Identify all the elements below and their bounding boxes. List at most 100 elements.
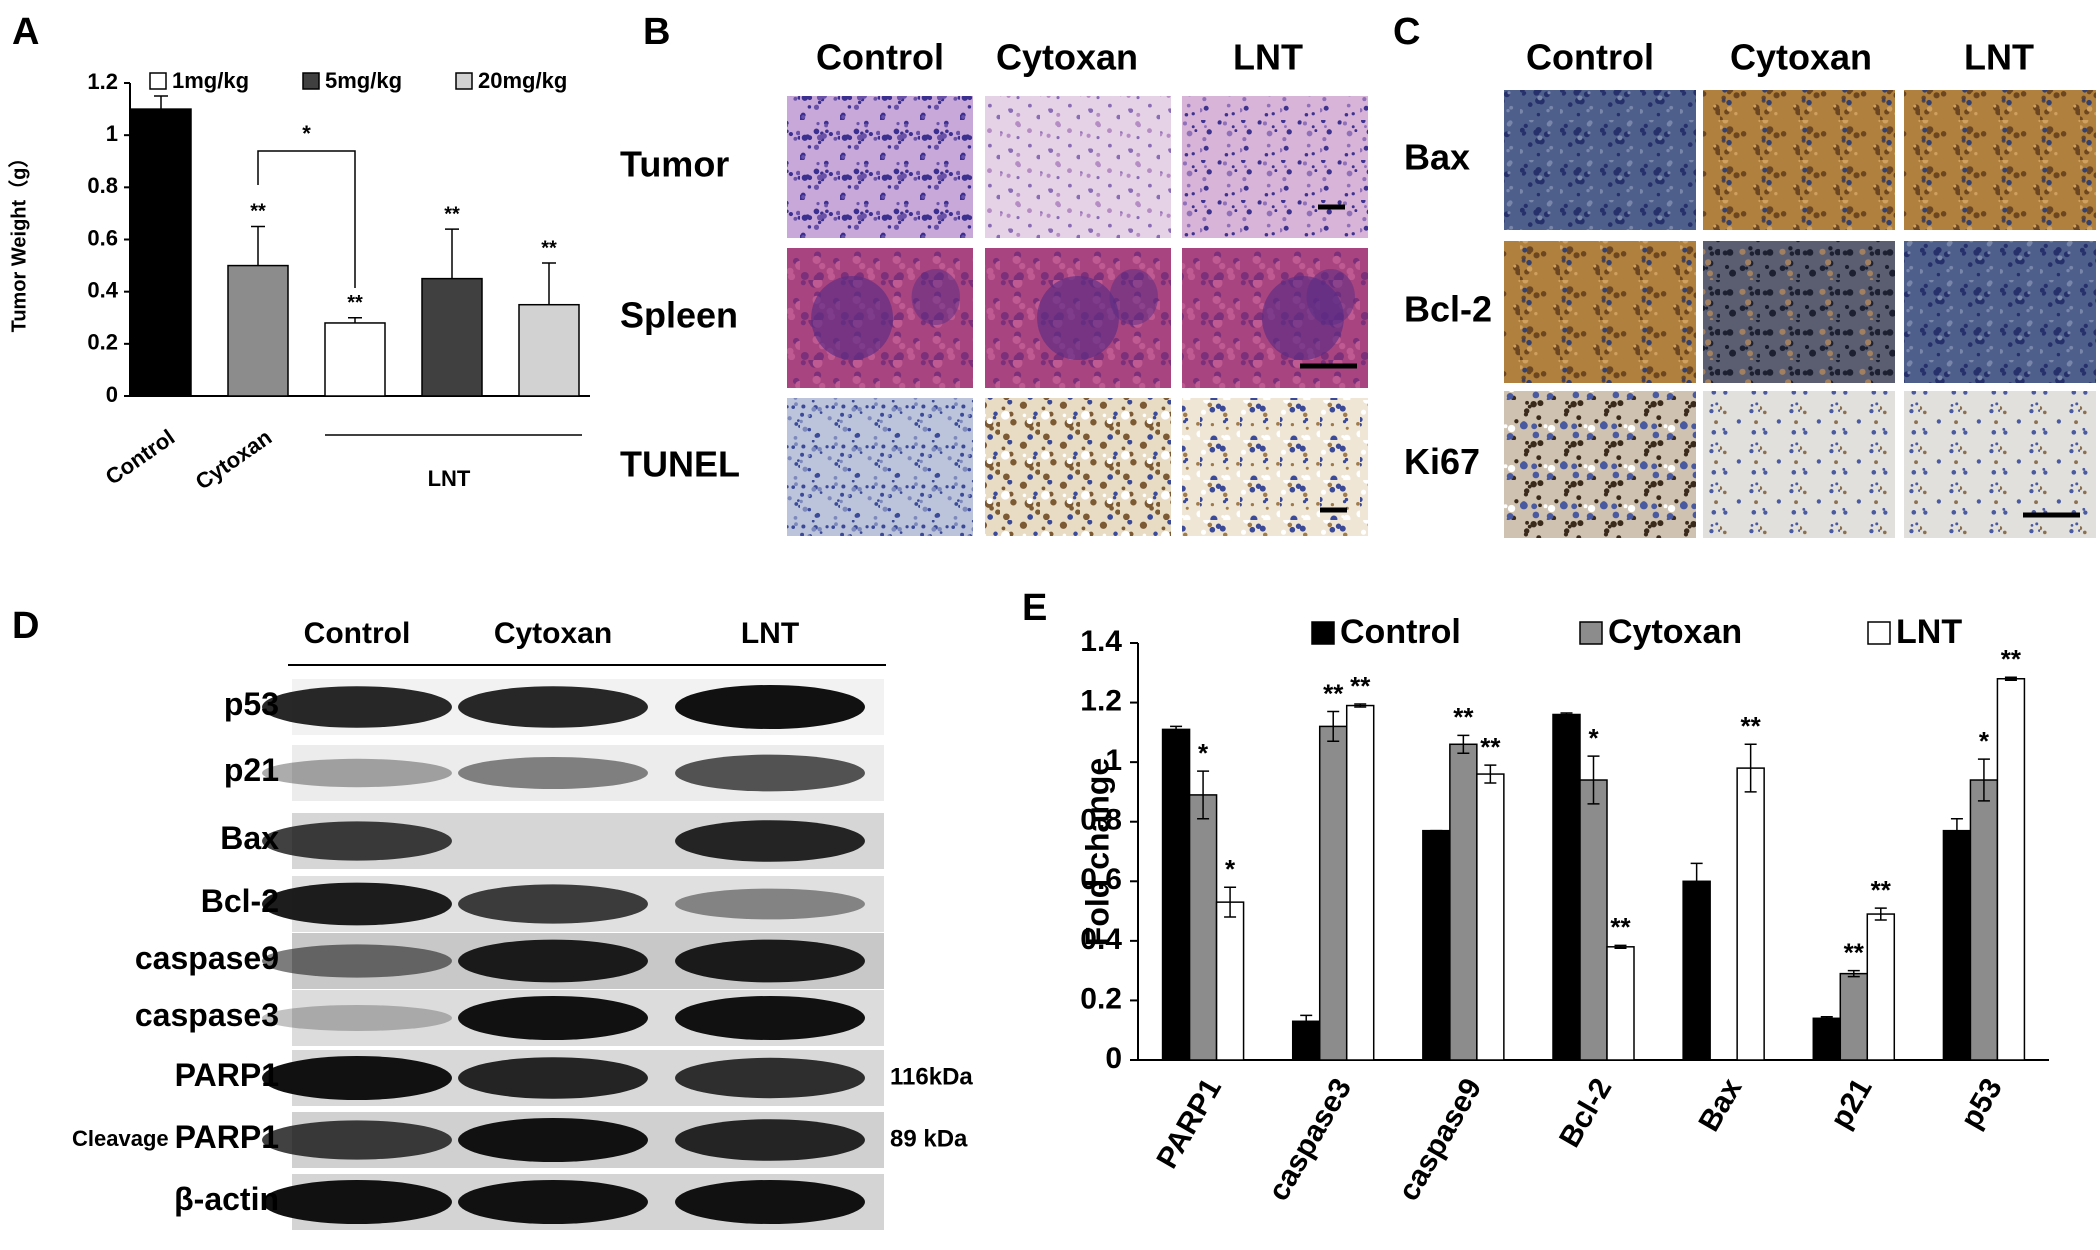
error-bar: [1484, 764, 1497, 784]
blot-band: [675, 754, 865, 792]
significance: **: [347, 292, 363, 314]
blot-band: [262, 1180, 452, 1224]
bar: [227, 264, 289, 397]
blot-label-name: PARP1: [175, 1119, 279, 1155]
row-label: TUNEL: [620, 444, 740, 485]
blot-band: [458, 757, 648, 789]
micrograph-region: [1306, 269, 1355, 325]
column-header: LNT: [1964, 37, 2034, 78]
error-bar: [1614, 944, 1627, 950]
error-bar: [348, 317, 362, 323]
blot-label: Cleavage PARP1: [72, 1119, 279, 1155]
significance: **: [1871, 875, 1892, 905]
panel-letter: E: [1022, 587, 1047, 629]
y-tick-label: 0.8: [1080, 804, 1122, 837]
error-bar: [251, 225, 265, 266]
y-tick-label: 0: [1105, 1042, 1122, 1075]
error-bar: [1690, 862, 1703, 900]
micrograph: [787, 96, 973, 238]
y-tick-label: 1.2: [87, 69, 118, 94]
blot-band: [675, 685, 865, 729]
y-tick-label: 1: [1105, 744, 1122, 777]
row-label: Bcl-2: [1404, 289, 1492, 330]
bar: [1812, 1017, 1842, 1061]
blot-band: [262, 821, 452, 861]
y-tick-label: 1.2: [1080, 684, 1122, 717]
blot-label: caspase3: [135, 997, 279, 1033]
molecular-weight: 89 kDa: [890, 1125, 968, 1152]
error-bar: [542, 262, 556, 305]
blot-band: [262, 686, 452, 728]
error-bar: [1560, 712, 1573, 717]
panel-letter: B: [643, 11, 670, 53]
micrograph: [1504, 90, 1696, 230]
panel-letter: D: [12, 605, 39, 647]
bar: [1579, 779, 1608, 1061]
bar: [421, 277, 483, 397]
blot-label: β-actin: [174, 1181, 279, 1217]
blot-band: [675, 1057, 865, 1099]
legend-swatch: [1579, 621, 1603, 645]
blot-band: [262, 1120, 452, 1160]
row-label: Ki67: [1404, 441, 1480, 482]
error-bar: [1744, 743, 1757, 793]
blot-label-name: β-actin: [174, 1181, 279, 1217]
legend-swatch: [1867, 621, 1891, 645]
error-bar: [1587, 755, 1600, 805]
blot-band: [675, 1180, 865, 1224]
blot-label-name: Bax: [220, 820, 279, 856]
x-tick-label: caspase9: [1392, 1073, 1488, 1207]
blot-label-name: p21: [224, 752, 279, 788]
y-tick-label: 0.4: [1080, 923, 1122, 956]
micrograph: [1703, 241, 1895, 383]
blot-label-name: caspase3: [135, 997, 279, 1033]
legend-label: Control: [1340, 613, 1461, 651]
blot-band: [262, 944, 452, 978]
bar: [1345, 704, 1375, 1061]
significance: *: [1979, 726, 1990, 756]
legend-label: 1mg/kg: [172, 68, 249, 93]
error-bar: [1170, 725, 1183, 734]
bar: [1552, 713, 1581, 1061]
y-axis-label: Fold change: [1079, 758, 1115, 946]
significance: **: [1323, 678, 1344, 708]
blot-band: [675, 939, 865, 983]
blot-band: [458, 996, 648, 1040]
bar: [1215, 901, 1245, 1061]
legend-label: 5mg/kg: [325, 68, 402, 93]
significance: *: [1198, 738, 1209, 768]
micrograph: [1182, 398, 1368, 536]
significance: **: [1741, 711, 1762, 741]
x-tick-label: Bax: [1692, 1073, 1748, 1137]
x-tick-label: PARP1: [1151, 1073, 1228, 1174]
blot-label: p21: [224, 752, 279, 788]
group-label: LNT: [428, 466, 471, 491]
micrograph: [985, 96, 1171, 238]
bar: [1449, 743, 1478, 1061]
comparison-label: *: [302, 121, 311, 146]
column-header: Control: [1526, 37, 1654, 78]
significance: **: [1480, 732, 1501, 762]
blot-label: PARP1: [175, 1057, 279, 1093]
micrograph: [985, 398, 1171, 536]
blot-label-name: Bcl-2: [201, 883, 279, 919]
blot-label: p53: [224, 686, 279, 722]
micrograph: [1904, 241, 2096, 383]
legend-label: 20mg/kg: [478, 68, 567, 93]
blot-band: [262, 882, 452, 926]
blot-band: [262, 1005, 452, 1031]
micrograph: [1904, 90, 2096, 230]
x-tick-label: caspase3: [1262, 1073, 1358, 1207]
error-bar: [1300, 1014, 1313, 1028]
error-bar: [1950, 817, 1963, 844]
significance: *: [1588, 723, 1599, 753]
blot-label: Bax: [220, 820, 279, 856]
bar: [1866, 913, 1896, 1061]
micrograph-region: [1037, 276, 1119, 360]
panel-letter: A: [12, 11, 39, 53]
blot-label-prefix: Cleavage: [72, 1126, 169, 1151]
error-bar: [1327, 710, 1340, 743]
comparison-bracket: [257, 150, 356, 288]
column-header: Cytoxan: [494, 617, 612, 650]
